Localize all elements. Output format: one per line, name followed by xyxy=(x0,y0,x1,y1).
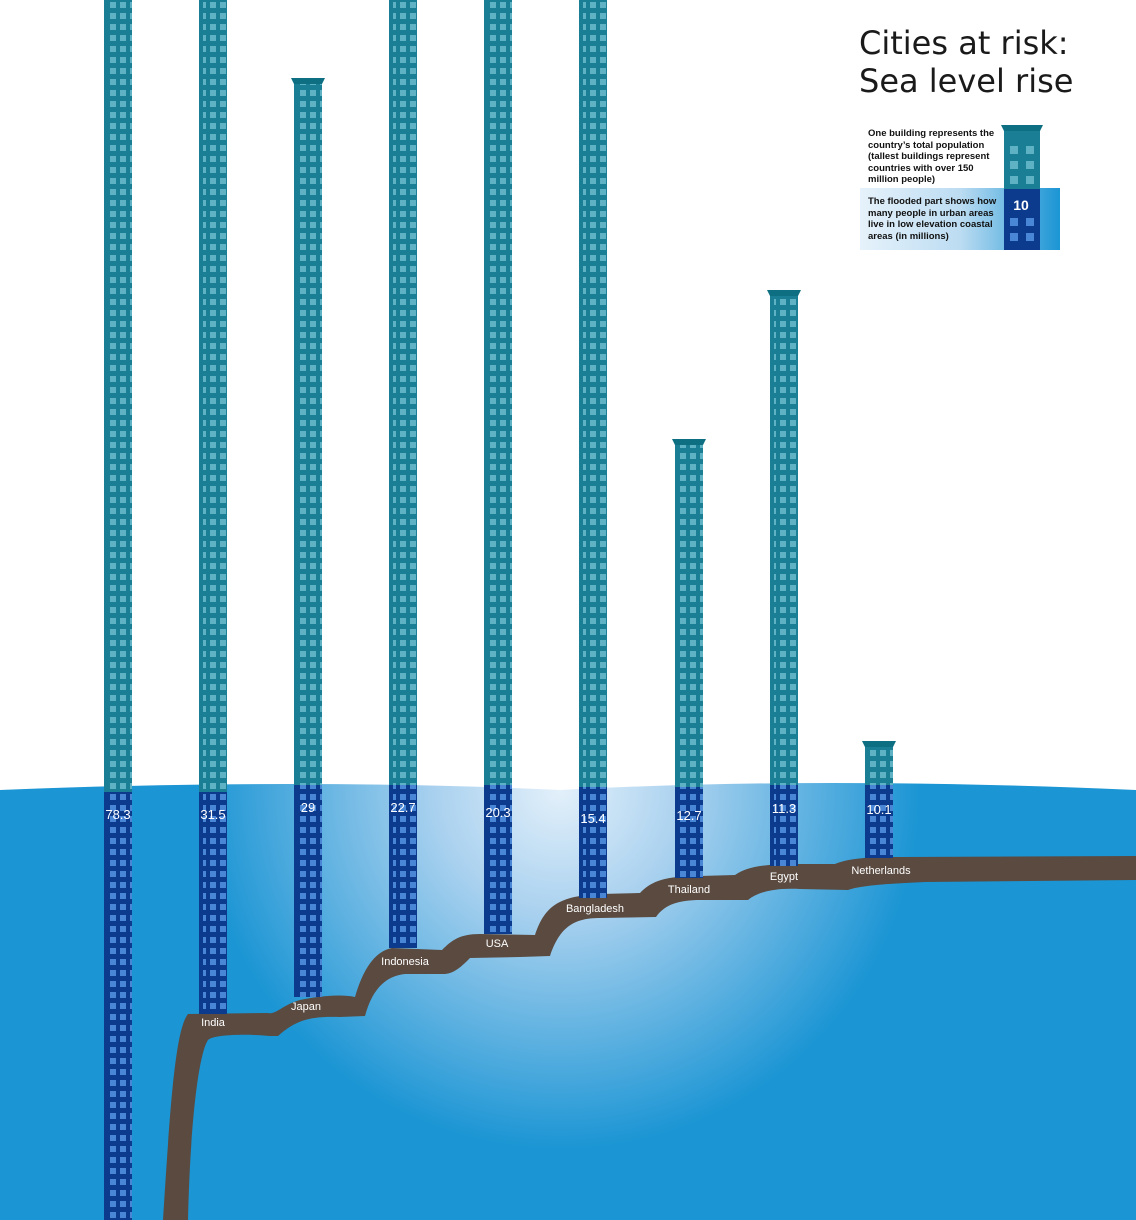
country-label: Japan xyxy=(291,1001,321,1013)
value-label: 15.4 xyxy=(580,811,605,826)
value-label: 78.3 xyxy=(105,807,130,822)
legend-window xyxy=(1026,146,1034,154)
legend-flooded-window xyxy=(1010,218,1018,226)
country-label: India xyxy=(201,1017,226,1029)
building-flooded-windows xyxy=(679,787,703,878)
building-indonesia xyxy=(389,0,417,948)
legend-flooded-window xyxy=(1026,233,1034,241)
building-windows xyxy=(298,84,322,785)
building-roof xyxy=(862,741,896,747)
building-flooded-windows xyxy=(203,792,227,1014)
sea-water xyxy=(0,783,1136,1220)
country-label: Egypt xyxy=(770,871,798,883)
building-flooded-windows xyxy=(869,785,893,858)
value-label: 12.7 xyxy=(676,808,701,823)
building-windows xyxy=(679,445,703,787)
value-label: 31.5 xyxy=(200,807,225,822)
legend-flooded-window xyxy=(1010,233,1018,241)
building-india xyxy=(199,0,227,1014)
country-label: USA xyxy=(486,938,509,950)
country-label: Netherlands xyxy=(851,865,911,877)
legend-window xyxy=(1010,176,1018,184)
building-windows xyxy=(774,296,798,785)
building-bangladesh xyxy=(579,0,607,898)
building-windows xyxy=(488,0,512,785)
building-windows xyxy=(393,0,417,785)
legend-sample-value: 10 xyxy=(1013,197,1029,213)
building-flooded-windows xyxy=(108,792,132,1220)
legend-window xyxy=(1010,146,1018,154)
legend-flooded-window xyxy=(1026,218,1034,226)
building-roof xyxy=(672,439,706,445)
building-egypt xyxy=(767,290,801,866)
building-windows xyxy=(869,747,893,785)
building-flooded-windows xyxy=(774,785,798,866)
building-windows xyxy=(583,0,607,787)
building-japan xyxy=(291,78,325,997)
building-windows xyxy=(108,0,132,792)
legend-window xyxy=(1010,161,1018,169)
country-label: Indonesia xyxy=(381,956,430,968)
building-windows xyxy=(203,0,227,792)
building-flooded-windows xyxy=(583,787,607,898)
legend-flood-text: The flooded part shows how many people i… xyxy=(868,196,997,242)
building-flooded-windows xyxy=(298,785,322,997)
value-label: 22.7 xyxy=(390,800,415,815)
value-label: 11.3 xyxy=(772,801,796,816)
building-usa xyxy=(484,0,512,934)
building-netherlands xyxy=(862,741,896,858)
legend-window xyxy=(1026,176,1034,184)
building-flooded-windows xyxy=(393,785,417,948)
value-label: 20.3 xyxy=(485,805,510,820)
building-thailand xyxy=(672,439,706,878)
building-roof xyxy=(767,290,801,296)
legend-window xyxy=(1026,161,1034,169)
value-label: 29 xyxy=(301,800,315,815)
chart-title-line-1: Cities at risk: xyxy=(859,24,1069,62)
legend-building-text: One building represents the country’s to… xyxy=(868,128,995,185)
legend-building xyxy=(1004,131,1040,189)
building-flooded-windows xyxy=(488,785,512,934)
building-roof xyxy=(291,78,325,84)
building-first xyxy=(104,0,132,1220)
legend-building-roof xyxy=(1001,125,1043,131)
value-label: 10.1 xyxy=(866,802,891,817)
country-label: Thailand xyxy=(668,884,710,896)
chart-title-line-2: Sea level rise xyxy=(859,62,1074,100)
country-label: Bangladesh xyxy=(566,903,624,915)
